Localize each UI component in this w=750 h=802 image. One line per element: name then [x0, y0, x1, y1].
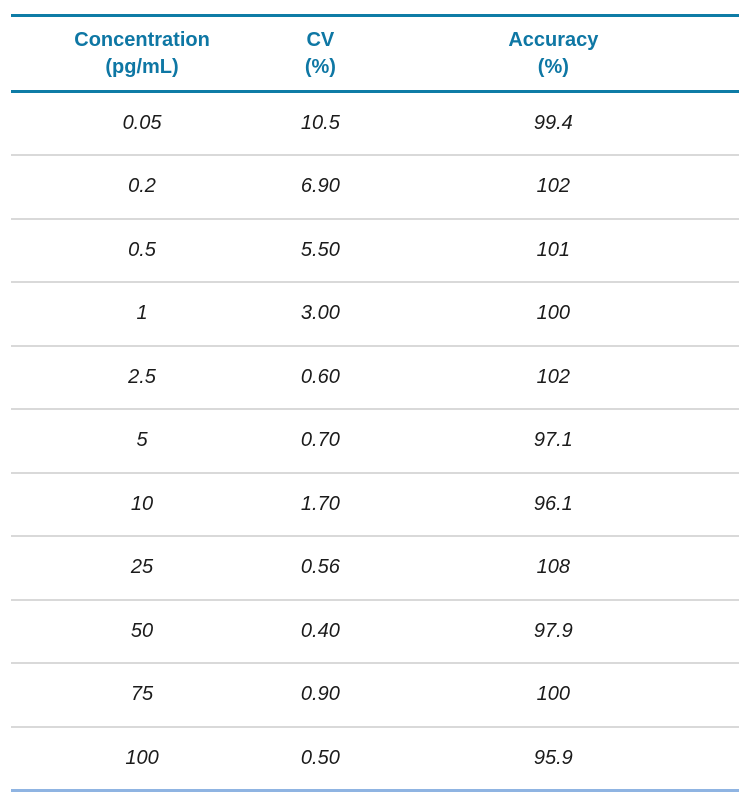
table-cell: 102 — [536, 175, 571, 198]
table-cell: 0.5 — [128, 238, 156, 261]
table-row: 100 0.50 95.9 — [11, 727, 739, 790]
table-cell: 0.50 — [300, 746, 340, 769]
table-cell: 5.50 — [300, 238, 340, 261]
table-cell: 0.56 — [300, 556, 340, 579]
table-cell: 97.1 — [533, 429, 573, 452]
table-cell: 1.70 — [300, 492, 340, 515]
table-header-row: Concentration (pg/mL) CV (%) Accuracy (%… — [11, 15, 739, 92]
table-row: 10 1.70 96.1 — [11, 473, 739, 536]
table-cell: 0.90 — [300, 683, 340, 706]
assay-performance-table-container: Concentration (pg/mL) CV (%) Accuracy (%… — [11, 14, 739, 792]
table-cell: 3.00 — [300, 302, 340, 325]
table-body: 0.05 10.5 99.4 0.2 6.90 102 0.5 5.50 101 1 3.00 100… — [11, 92, 739, 790]
table-cell: 101 — [536, 238, 571, 261]
table-cell: 0.70 — [300, 429, 340, 452]
table-cell: 102 — [536, 365, 571, 388]
table-header: Concentration (pg/mL) CV (%) Accuracy (%… — [11, 15, 739, 92]
table-cell: 2.5 — [128, 365, 156, 388]
table-cell: 1 — [136, 302, 148, 325]
column-header-concentration: Concentration (pg/mL) — [74, 29, 210, 78]
table-cell: 5 — [136, 429, 148, 452]
table-cell: 75 — [130, 683, 154, 706]
table-cell: 0.40 — [300, 619, 340, 642]
column-header-accuracy: Accuracy (%) — [508, 29, 599, 78]
table-row: 75 0.90 100 — [11, 663, 739, 727]
table-cell: 108 — [536, 556, 571, 579]
table-cell: 0.60 — [300, 365, 340, 388]
assay-performance-table: Concentration (pg/mL) CV (%) Accuracy (%… — [11, 14, 739, 792]
table-row: 0.2 6.90 102 — [11, 155, 739, 219]
column-header-cv: CV (%) — [304, 29, 336, 78]
table-cell: 99.4 — [533, 112, 573, 134]
table-row: 0.5 5.50 101 — [11, 219, 739, 282]
table-cell: 100 — [536, 302, 571, 325]
table-cell: 10.5 — [300, 112, 340, 134]
table-cell: 6.90 — [300, 175, 340, 198]
table-cell: 95.9 — [533, 746, 573, 769]
table-row: 5 0.70 97.1 — [11, 409, 739, 473]
table-cell: 96.1 — [533, 492, 573, 515]
table-row: 25 0.56 108 — [11, 536, 739, 600]
table-cell: 97.9 — [533, 619, 573, 642]
table-row: 2.5 0.60 102 — [11, 346, 739, 409]
table-cell: 0.05 — [122, 112, 162, 134]
table-cell: 10 — [130, 492, 154, 515]
table-cell: 100 — [536, 683, 571, 706]
table-row: 0.05 10.5 99.4 — [11, 92, 739, 155]
table-row: 50 0.40 97.9 — [11, 600, 739, 663]
table-cell: 100 — [125, 746, 159, 769]
table-cell: 0.2 — [128, 175, 156, 198]
table-cell: 50 — [130, 619, 154, 642]
table-cell: 25 — [130, 556, 154, 579]
table-row: 1 3.00 100 — [11, 282, 739, 346]
